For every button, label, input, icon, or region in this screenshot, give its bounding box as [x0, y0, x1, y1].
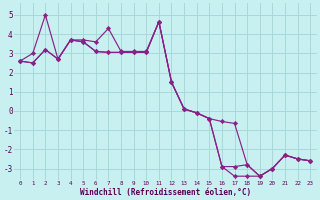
X-axis label: Windchill (Refroidissement éolien,°C): Windchill (Refroidissement éolien,°C): [80, 188, 251, 197]
